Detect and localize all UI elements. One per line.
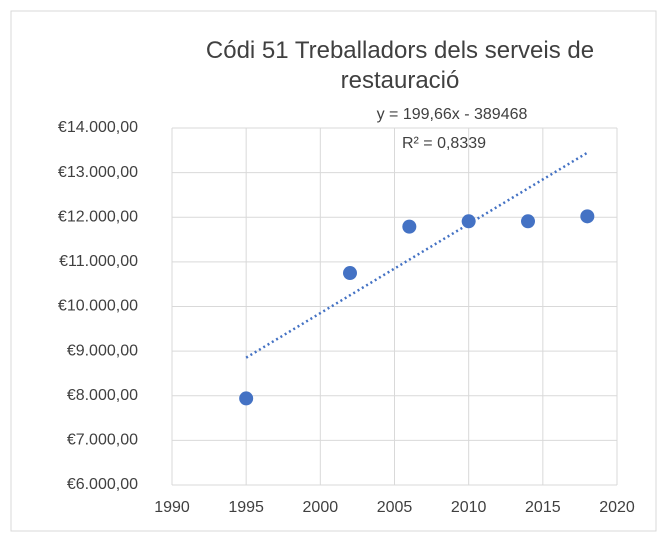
point [343,266,357,281]
x-tick-label: 2015 [525,499,561,516]
y-tick-label: €13.000,00 [58,164,138,181]
trendline-r-squared: R² = 0,8339 [402,135,486,152]
x-tick-label: 1995 [228,499,264,516]
chart-title: Códi 51 Treballadors dels serveis de res… [205,37,595,94]
y-tick-label: €6.000,00 [67,476,138,493]
y-tick-label: €14.000,00 [58,119,138,136]
trendline-equation: y = 199,66x - 389468 [377,106,528,123]
y-tick-label: €9.000,00 [67,342,138,359]
y-tick-label: €8.000,00 [67,387,138,404]
x-tick-label: 2020 [599,499,635,516]
trendline [245,151,588,359]
x-tick-label: 2005 [377,499,413,516]
chart-border [10,10,657,532]
y-tick-label: €12.000,00 [58,208,138,225]
point [402,219,417,234]
x-tick-label: 2010 [451,499,487,516]
point [461,214,476,229]
y-tick-label: €11.000,00 [59,253,138,270]
point [239,391,254,406]
point [521,214,535,229]
y-tick-label: €10.000,00 [58,298,138,315]
y-tick-label: €7.000,00 [67,432,138,449]
point [580,209,595,224]
x-tick-label: 2000 [303,499,339,516]
x-tick-label: 1990 [154,499,190,516]
